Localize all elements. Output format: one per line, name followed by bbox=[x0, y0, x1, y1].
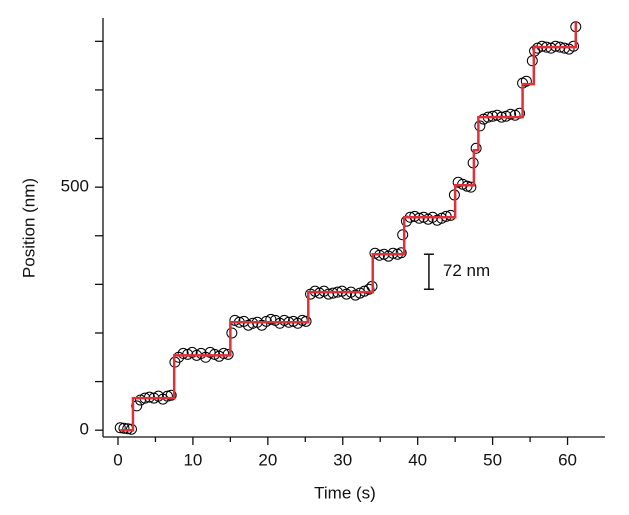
x-tick-label: 60 bbox=[558, 450, 577, 469]
data-point bbox=[526, 55, 538, 67]
data-point bbox=[474, 120, 486, 132]
x-tick-label: 20 bbox=[258, 450, 277, 469]
x-axis-label: Time (s) bbox=[314, 483, 376, 502]
x-tick-label: 40 bbox=[408, 450, 427, 469]
data-point bbox=[114, 422, 126, 434]
x-tick-label: 50 bbox=[483, 450, 502, 469]
data-point bbox=[397, 229, 409, 241]
y-tick-label: 0 bbox=[80, 420, 89, 439]
y-axis-label: Position (nm) bbox=[19, 178, 38, 278]
data-point bbox=[161, 390, 173, 402]
x-tick-label: 30 bbox=[333, 450, 352, 469]
data-point bbox=[265, 313, 277, 325]
step-line bbox=[120, 21, 578, 432]
data-point bbox=[470, 142, 482, 154]
x-tick-label: 0 bbox=[113, 450, 122, 469]
data-point bbox=[395, 247, 407, 259]
data-point bbox=[465, 181, 477, 193]
scale-bar bbox=[423, 253, 434, 290]
data-point bbox=[177, 347, 189, 359]
y-tick-label: 500 bbox=[61, 177, 89, 196]
data-point bbox=[218, 347, 230, 359]
data-point bbox=[118, 422, 130, 434]
data-point bbox=[363, 283, 375, 295]
data-point bbox=[226, 327, 238, 339]
scale-bar-label: 72 nm bbox=[443, 261, 490, 280]
data-point bbox=[131, 400, 143, 412]
data-point bbox=[505, 108, 517, 120]
data-point bbox=[520, 75, 532, 87]
x-tick-label: 10 bbox=[183, 450, 202, 469]
data-point bbox=[323, 288, 335, 300]
data-point bbox=[165, 389, 177, 401]
